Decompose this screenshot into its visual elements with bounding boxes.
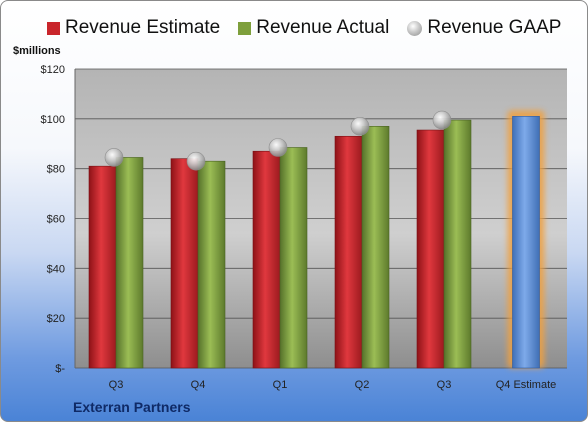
legend-label-estimate: Revenue Estimate bbox=[65, 17, 221, 38]
x-tick-label: Q4 Estimate bbox=[496, 379, 557, 391]
gaap-marker bbox=[104, 148, 124, 167]
legend-swatch-gaap bbox=[407, 20, 423, 36]
bar-estimate bbox=[416, 129, 445, 369]
x-tick-label: Q3 bbox=[437, 379, 452, 391]
bar-actual bbox=[361, 126, 390, 369]
bar-estimate bbox=[170, 158, 199, 369]
x-axis-ticks: Q3 Q4 Q1 Q2 Q3 Q4 Estimate bbox=[109, 379, 557, 391]
legend: Revenue Estimate Revenue Actual Revenue … bbox=[47, 17, 561, 39]
gaap-marker bbox=[268, 138, 288, 157]
legend-swatch-estimate bbox=[47, 21, 60, 35]
grid-lines bbox=[74, 68, 567, 369]
legend-item-actual: Revenue Actual bbox=[238, 17, 389, 39]
bar-estimate bbox=[334, 135, 363, 369]
y-tick-label: $60 bbox=[47, 214, 65, 226]
legend-item-gaap: Revenue GAAP bbox=[407, 17, 561, 39]
legend-swatch-actual bbox=[238, 21, 252, 35]
y-axis-unit-label: $millions bbox=[13, 45, 61, 57]
company-name: Exterran Partners bbox=[73, 399, 191, 415]
bar-estimate-forecast bbox=[512, 116, 540, 369]
bar-actual bbox=[279, 147, 308, 369]
bars bbox=[88, 110, 545, 369]
x-tick-label: Q2 bbox=[355, 379, 370, 391]
legend-label-gaap: Revenue GAAP bbox=[427, 17, 562, 38]
gaap-marker bbox=[350, 117, 370, 136]
legend-label-actual: Revenue Actual bbox=[256, 17, 390, 38]
y-tick-label: $20 bbox=[47, 313, 65, 325]
y-tick-label: $- bbox=[55, 363, 65, 375]
y-tick-label: $120 bbox=[41, 64, 65, 76]
bar-actual bbox=[115, 157, 144, 369]
gaap-marker bbox=[432, 110, 452, 130]
x-tick-label: Q3 bbox=[109, 379, 124, 391]
legend-item-estimate: Revenue Estimate bbox=[47, 17, 220, 39]
x-tick-label: Q1 bbox=[273, 379, 288, 391]
bar-actual bbox=[197, 160, 226, 369]
y-tick-label: $40 bbox=[47, 263, 65, 275]
y-tick-label: $100 bbox=[41, 114, 65, 126]
y-axis-ticks: $- $20 $40 $60 $80 $100 $120 bbox=[41, 64, 66, 375]
bar-actual bbox=[443, 119, 472, 369]
x-tick-label: Q4 bbox=[191, 379, 206, 391]
gaap-markers bbox=[104, 110, 452, 171]
gaap-marker bbox=[186, 151, 206, 171]
y-tick-label: $80 bbox=[47, 164, 65, 176]
bar-estimate bbox=[252, 150, 281, 369]
bar-estimate bbox=[88, 165, 117, 369]
